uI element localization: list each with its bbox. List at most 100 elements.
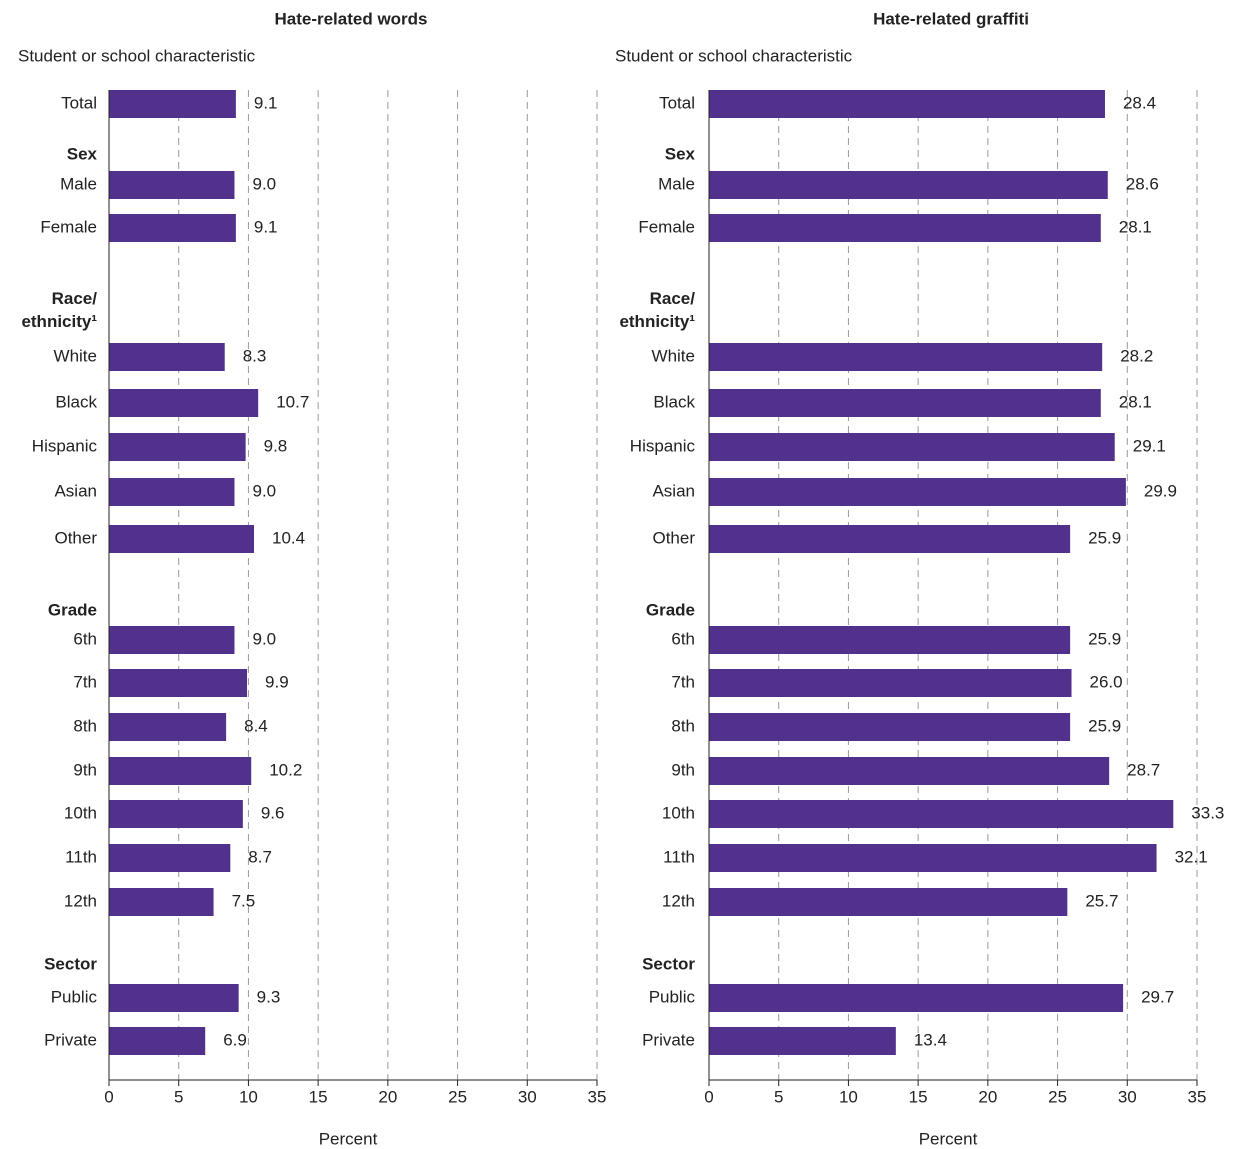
value-label: 9.9	[265, 672, 289, 691]
x-tick-label: 25	[448, 1087, 467, 1106]
category-label: Black	[55, 392, 97, 411]
value-label: 9.8	[264, 436, 288, 455]
category-label: Black	[653, 392, 695, 411]
value-label: 29.9	[1144, 481, 1177, 500]
bar	[709, 844, 1157, 872]
value-label: 28.6	[1126, 174, 1159, 193]
category-label: 10th	[64, 803, 97, 822]
value-label: 25.7	[1085, 891, 1118, 910]
value-label: 13.4	[914, 1030, 947, 1049]
bar	[709, 389, 1101, 417]
x-tick-label: 15	[309, 1087, 328, 1106]
bar	[709, 171, 1108, 199]
category-label: 12th	[662, 891, 695, 910]
bar	[709, 525, 1071, 553]
bar	[109, 389, 259, 417]
group-header: Sector	[642, 954, 695, 973]
category-label: Asian	[652, 481, 695, 500]
group-header: Race/ethnicity¹	[619, 289, 695, 331]
category-label: Total	[659, 93, 695, 112]
x-tick-label: 0	[104, 1087, 113, 1106]
value-label: 28.7	[1127, 760, 1160, 779]
value-label: 9.0	[252, 481, 276, 500]
x-tick-label: 25	[1048, 1087, 1067, 1106]
bar	[109, 171, 235, 199]
category-label: 7th	[671, 672, 695, 691]
bar	[709, 888, 1068, 916]
x-tick-label: 10	[239, 1087, 258, 1106]
category-label: Hispanic	[32, 436, 98, 455]
x-tick-label: 30	[518, 1087, 537, 1106]
bar	[709, 626, 1071, 654]
value-label: 6.9	[223, 1030, 247, 1049]
value-label: 28.2	[1120, 346, 1153, 365]
value-label: 9.3	[257, 987, 281, 1006]
bar	[709, 214, 1101, 242]
value-label: 28.4	[1123, 93, 1156, 112]
bar	[709, 433, 1115, 461]
value-label: 26.0	[1090, 672, 1123, 691]
x-tick-label: 0	[704, 1087, 713, 1106]
bar	[109, 525, 255, 553]
value-label: 25.9	[1088, 528, 1121, 547]
value-label: 10.7	[276, 392, 309, 411]
value-label: 7.5	[232, 891, 256, 910]
bar	[709, 478, 1126, 506]
bar	[709, 669, 1072, 697]
category-label: 10th	[662, 803, 695, 822]
x-tick-label: 10	[839, 1087, 858, 1106]
y-axis-label: Student or school characteristic	[18, 46, 256, 65]
category-label: Other	[652, 528, 695, 547]
category-label: Public	[51, 987, 98, 1006]
value-label: 29.1	[1133, 436, 1166, 455]
x-tick-label: 35	[588, 1087, 607, 1106]
bar	[709, 343, 1103, 371]
value-label: 29.7	[1141, 987, 1174, 1006]
category-label: 6th	[671, 629, 695, 648]
category-label: Hispanic	[630, 436, 696, 455]
category-label: 8th	[671, 716, 695, 735]
category-label: 7th	[73, 672, 97, 691]
bar	[109, 433, 246, 461]
bar	[109, 214, 236, 242]
y-axis-label: Student or school characteristic	[615, 46, 853, 65]
bar	[109, 343, 225, 371]
category-label: 9th	[73, 760, 97, 779]
bar	[109, 669, 248, 697]
value-label: 28.1	[1119, 392, 1152, 411]
panel-title: Hate-related graffiti	[873, 9, 1029, 28]
category-label: 8th	[73, 716, 97, 735]
bar	[709, 1027, 896, 1055]
bar	[109, 984, 239, 1012]
group-header: Grade	[48, 600, 97, 619]
value-label: 32.1	[1175, 847, 1208, 866]
group-header-line: ethnicity¹	[619, 312, 695, 331]
x-tick-label: 5	[174, 1087, 183, 1106]
category-label: 11th	[663, 847, 695, 866]
value-label: 25.9	[1088, 629, 1121, 648]
category-label: Private	[44, 1030, 97, 1049]
value-label: 9.1	[254, 93, 278, 112]
value-label: 25.9	[1088, 716, 1121, 735]
bar	[709, 90, 1105, 118]
bar	[709, 984, 1124, 1012]
x-tick-label: 20	[378, 1087, 397, 1106]
value-label: 9.6	[261, 803, 285, 822]
bar	[109, 888, 214, 916]
x-tick-label: 30	[1118, 1087, 1137, 1106]
x-tick-label: 15	[909, 1087, 928, 1106]
value-label: 9.1	[254, 217, 278, 236]
x-tick-label: 20	[978, 1087, 997, 1106]
group-header-line: Race/	[52, 289, 98, 308]
value-label: 28.1	[1119, 217, 1152, 236]
group-header-line: ethnicity¹	[21, 312, 97, 331]
category-label: 11th	[65, 847, 97, 866]
bar	[709, 757, 1110, 785]
category-label: 12th	[64, 891, 97, 910]
category-label: 9th	[671, 760, 695, 779]
x-axis-label: Percent	[919, 1129, 978, 1148]
category-label: Public	[649, 987, 696, 1006]
category-label: 6th	[73, 629, 97, 648]
group-header: Sector	[44, 954, 97, 973]
